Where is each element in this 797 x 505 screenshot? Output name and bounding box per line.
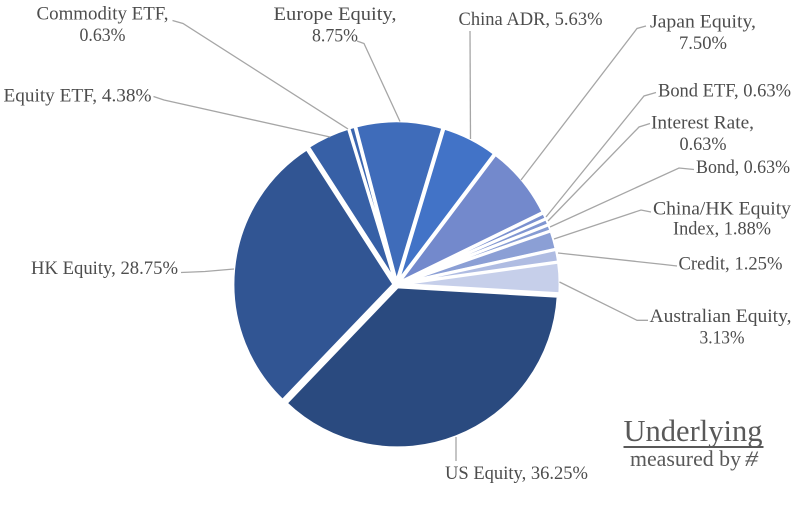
svg-text:7.50%: 7.50% <box>679 33 727 54</box>
svg-text:#: # <box>745 446 759 471</box>
svg-text:Interest Rate,: Interest Rate, <box>651 112 754 133</box>
svg-text:measured by: measured by <box>630 446 741 471</box>
svg-text:0.63%: 0.63% <box>80 25 126 46</box>
svg-text:8.75%: 8.75% <box>312 26 358 47</box>
svg-text:Credit, 1.25%: Credit, 1.25% <box>679 254 783 275</box>
svg-text:HK Equity, 28.75%: HK Equity, 28.75% <box>31 258 178 279</box>
svg-text:China ADR, 5.63%: China ADR, 5.63% <box>459 9 603 30</box>
svg-text:Equity ETF, 4.38%: Equity ETF, 4.38% <box>4 85 152 106</box>
svg-text:Underlying: Underlying <box>624 413 763 448</box>
svg-text:Bond ETF, 0.63%: Bond ETF, 0.63% <box>658 80 791 101</box>
svg-text:US Equity, 36.25%: US Equity, 36.25% <box>445 463 588 484</box>
svg-text:Index, 1.88%: Index, 1.88% <box>673 219 771 240</box>
svg-text:Europe Equity,: Europe Equity, <box>274 4 397 25</box>
svg-text:3.13%: 3.13% <box>700 328 745 349</box>
svg-text:Japan Equity,: Japan Equity, <box>650 11 756 32</box>
svg-text:Bond, 0.63%: Bond, 0.63% <box>696 157 790 178</box>
svg-text:Commodity ETF,: Commodity ETF, <box>37 4 169 25</box>
svg-text:0.63%: 0.63% <box>680 134 727 155</box>
svg-text:China/HK Equity: China/HK Equity <box>653 198 792 219</box>
svg-text:Australian Equity,: Australian Equity, <box>650 306 792 327</box>
